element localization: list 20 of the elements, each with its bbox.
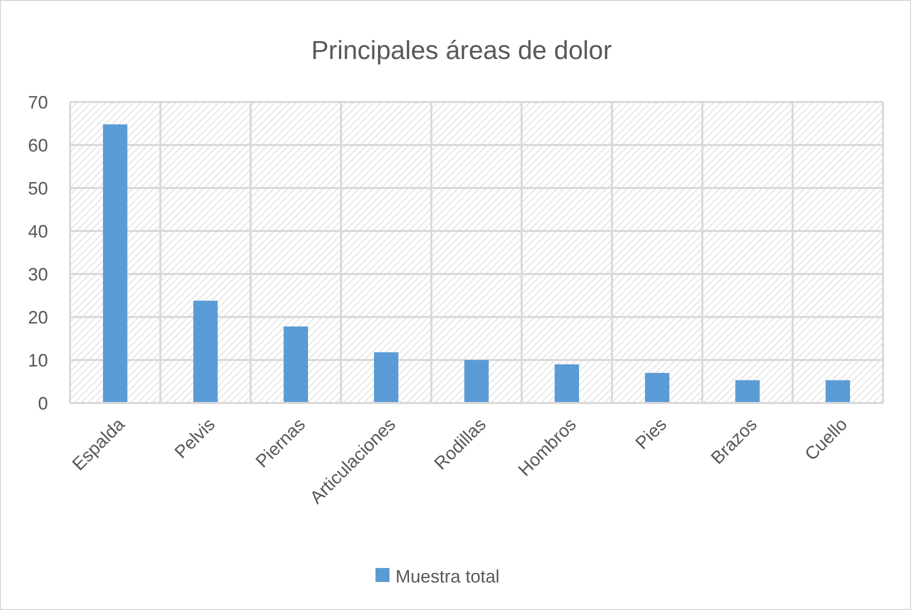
bar [554, 364, 580, 403]
y-tick-label: 10 [28, 350, 48, 370]
y-tick-label: 30 [28, 264, 48, 284]
bar [644, 372, 670, 403]
bar [193, 300, 218, 403]
bar [826, 380, 850, 403]
y-tick-label: 0 [38, 393, 48, 414]
legend-label: Muestra total [396, 566, 500, 586]
y-tick-label: 40 [28, 221, 48, 242]
bar [735, 380, 760, 403]
y-tick-label: 60 [28, 135, 48, 156]
y-tick-label: 70 [28, 92, 48, 112]
x-tick-label: Pies [632, 414, 670, 454]
chart-title: Principales áreas de dolor [311, 35, 612, 65]
bar [102, 124, 128, 403]
bar [284, 326, 308, 403]
bar [374, 352, 398, 403]
y-tick-label: 50 [28, 178, 48, 198]
y-tick-label: 20 [28, 307, 48, 328]
bar [464, 360, 489, 403]
